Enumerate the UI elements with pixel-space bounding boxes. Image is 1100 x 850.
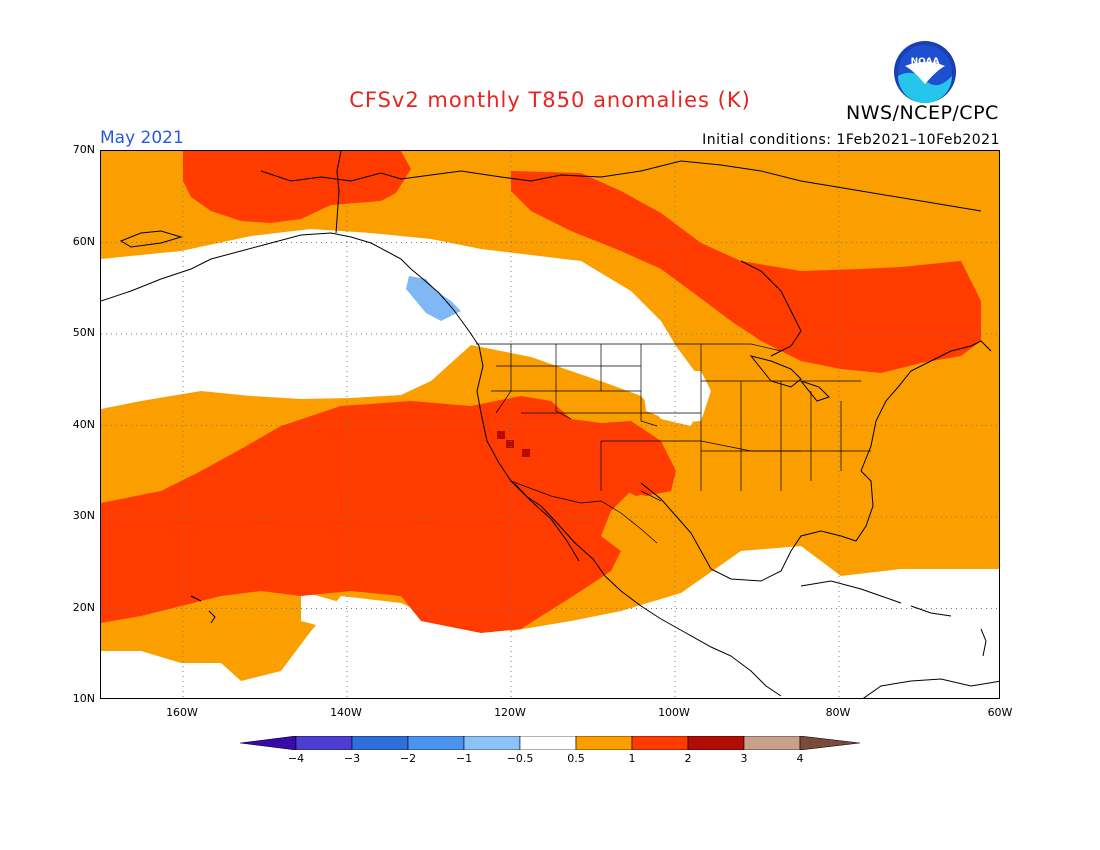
lon-label-160w: 160W (166, 706, 198, 719)
noaa-logo-icon: NOAA (894, 41, 956, 103)
anomaly-red-alaska (183, 151, 411, 223)
lon-label-120w: 120W (494, 706, 526, 719)
colorbar-arrow-right (799, 736, 860, 750)
anomaly-darkred-cell (522, 449, 530, 457)
colorbar (240, 736, 860, 750)
colorbar-cell (407, 736, 465, 750)
lat-label-10n: 10N (72, 692, 95, 705)
anomaly-white-tropics (101, 546, 999, 698)
lat-label-40n: 40N (72, 418, 95, 431)
coastlines (101, 151, 999, 698)
colorbar-arrow-left (240, 736, 297, 750)
anomaly-red-southwest (471, 396, 676, 496)
colorbar-label: 4 (796, 752, 804, 765)
anomaly-map (100, 150, 1000, 699)
colorbar-label: 2 (684, 752, 692, 765)
map-title: CFSv2 monthly T850 anomalies (K) (349, 88, 751, 112)
colorbar-label: −3 (343, 752, 361, 765)
lat-label-70n: 70N (72, 143, 95, 156)
anomaly-red-canada (511, 171, 981, 373)
colorbar-label: −2 (399, 752, 417, 765)
lon-label-60w: 60W (987, 706, 1013, 719)
colorbar-cell (687, 736, 745, 750)
colorbar-cell (463, 736, 521, 750)
anomaly-white-interior (641, 371, 711, 423)
lat-label-50n: 50N (72, 326, 95, 339)
political-boundaries (476, 343, 871, 544)
colorbar-cell (351, 736, 409, 750)
agency-label: NWS/NCEP/CPC (846, 102, 999, 124)
lat-label-30n: 30N (72, 509, 95, 522)
colorbar-label: −0.5 (506, 752, 534, 765)
initial-conditions: Initial conditions: 1Feb2021–10Feb2021 (702, 132, 1000, 148)
anomaly-field (101, 151, 999, 698)
svg-text:NOAA: NOAA (911, 57, 940, 67)
lat-label-60n: 60N (72, 235, 95, 248)
colorbar-label: −1 (455, 752, 473, 765)
forecast-month: May 2021 (100, 128, 184, 148)
colorbar-label: 3 (740, 752, 748, 765)
lat-label-20n: 20N (72, 601, 95, 614)
anomaly-red-pacific (101, 401, 676, 633)
colorbar-cell (519, 736, 577, 750)
colorbar-cell (631, 736, 689, 750)
lon-label-140w: 140W (330, 706, 362, 719)
lon-label-100w: 100W (658, 706, 690, 719)
colorbar-label: −4 (287, 752, 305, 765)
anomaly-white-northpacific (101, 229, 701, 426)
colorbar-label: 0.5 (567, 752, 585, 765)
anomaly-blue-bc-coast (406, 276, 461, 321)
lon-label-80w: 80W (825, 706, 851, 719)
anomaly-darkred-cell (497, 431, 505, 439)
colorbar-label: 1 (628, 752, 636, 765)
anomaly-darkred-cell (506, 440, 514, 448)
colorbar-cell (295, 736, 353, 750)
colorbar-cell (743, 736, 801, 750)
colorbar-cell (575, 736, 633, 750)
